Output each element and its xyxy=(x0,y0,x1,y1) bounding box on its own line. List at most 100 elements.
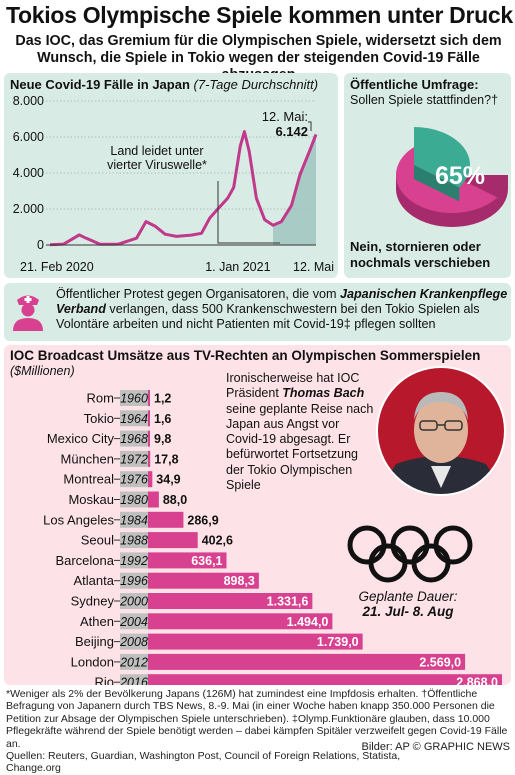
bar-value-label: 1.331,6 xyxy=(267,595,309,609)
bar-category-label: Montreal xyxy=(63,472,114,487)
covid-y-tick-label: 4.000 xyxy=(13,166,44,180)
revenue-bar xyxy=(148,450,151,467)
bar-year-label: 1988 xyxy=(120,534,148,548)
year-box xyxy=(120,633,148,650)
bach-note: Ironischerweise hat IOC Präsident Thomas… xyxy=(226,371,376,493)
revenue-bar xyxy=(148,491,159,508)
pie-slice-yes xyxy=(414,127,470,188)
bar-year-label: 2012 xyxy=(119,655,148,669)
revenue-bar xyxy=(148,674,502,685)
bar-value-label: 34,9 xyxy=(156,473,180,487)
footnote-text: *Weniger als 2% der Bevölkerung Japans (… xyxy=(6,688,508,750)
covid-x-tick-label: 12. Mai xyxy=(293,260,334,274)
bar-year-label: 1992 xyxy=(120,554,148,568)
poll-question: Sollen Spiele stattfinden?† xyxy=(350,93,499,107)
dates-label: Geplante Dauer: xyxy=(358,589,458,604)
bar-value-label: 9,8 xyxy=(154,432,171,446)
bar-year-label: 2000 xyxy=(119,595,148,609)
bar-year-label: 1968 xyxy=(120,432,148,446)
protest-text-end: verlangen, dass 500 Krankenschwestern be… xyxy=(56,302,480,331)
bar-value-label: 1.494,0 xyxy=(287,615,329,629)
revenue-bar xyxy=(148,430,150,447)
revenue-bar xyxy=(148,552,227,569)
bar-value-label: 636,1 xyxy=(191,554,222,568)
peak-value: 6.142 xyxy=(275,124,308,139)
covid-x-tick-label: 21. Feb 2020 xyxy=(20,260,94,274)
bar-value-label: 1.739,0 xyxy=(317,635,359,649)
covid-x-tick-label: 1. Jan 2021 xyxy=(205,260,270,274)
bach-note-end: seine geplante Reise nach Japan aus Angs… xyxy=(226,401,374,493)
bar-value-label: 17,8 xyxy=(154,452,178,466)
bar-category-label: Beijing xyxy=(75,634,114,649)
bar-value-label: 88,0 xyxy=(163,493,187,507)
bar-category-label: Seoul xyxy=(81,533,114,548)
year-box xyxy=(120,390,148,406)
bar-category-label: Moskau xyxy=(68,492,114,507)
revenue-bar xyxy=(148,390,150,406)
year-box xyxy=(120,552,148,569)
footnote: *Weniger als 2% der Bevölkerung Japans (… xyxy=(6,688,511,775)
bar-category-label: Tokio xyxy=(84,411,114,426)
revenue-bar xyxy=(148,532,198,549)
bar-year-label: 2016 xyxy=(119,676,148,685)
protest-text: Öffentlicher Protest gegen Organisatoren… xyxy=(56,287,508,332)
bar-year-label: 2004 xyxy=(119,615,148,629)
bar-category-label: Rom xyxy=(87,391,114,406)
nurse-icon xyxy=(13,295,43,331)
revenue-bar xyxy=(148,653,466,670)
poll-pie-chart: 65% xyxy=(396,127,508,227)
year-box xyxy=(120,653,148,670)
bar-category-label: Athen xyxy=(80,614,114,629)
peak-label: 12. Mai: xyxy=(261,109,308,124)
bar-category-label: Los Angeles xyxy=(43,512,114,527)
covid-series-line xyxy=(49,130,318,247)
year-box xyxy=(120,674,148,685)
poll-answer: Nein, stornieren oder nochmals verschieb… xyxy=(350,239,491,270)
bar-year-label: 1960 xyxy=(120,392,148,406)
bar-value-label: 402,6 xyxy=(202,534,233,548)
bar-year-label: 1976 xyxy=(120,473,148,487)
revenue-bar xyxy=(148,633,363,650)
bar-category-label: München xyxy=(61,451,114,466)
protest-text-start: Öffentlicher Protest gegen Organisatoren… xyxy=(56,287,340,301)
page-title: Tokios Olympische Spiele kommen unter Dr… xyxy=(6,2,513,28)
protest-panel: Öffentlicher Protest gegen Organisatoren… xyxy=(4,283,511,341)
year-box xyxy=(120,613,148,630)
covid-y-tick-label: 8.000 xyxy=(13,94,44,108)
wave-bracket xyxy=(217,181,280,244)
bar-category-label: Sydney xyxy=(71,594,115,609)
bar-category-label: Mexico City xyxy=(47,431,115,446)
bar-category-label: London xyxy=(71,654,114,669)
year-box xyxy=(120,511,148,528)
covid-y-tick-label: 6.000 xyxy=(13,130,44,144)
pie-percent-label: 65% xyxy=(435,162,485,190)
ioc-panel: IOC Broadcast Umsätze aus TV-Rechten an … xyxy=(4,345,511,685)
year-box xyxy=(120,471,148,488)
year-box xyxy=(120,410,148,427)
bach-name: Thomas Bach xyxy=(282,386,365,401)
revenue-bar xyxy=(148,410,150,427)
covid-chart-panel: Neue Covid-19 Fälle in Japan (7-Tage Dur… xyxy=(4,73,338,278)
peak-pointer xyxy=(308,121,312,131)
revenue-bar xyxy=(148,471,153,488)
year-box xyxy=(120,430,148,447)
bar-year-label: 1984 xyxy=(120,513,148,527)
credit: Bilder: AP © GRAPHIC NEWS xyxy=(361,741,511,753)
olympic-rings-icon xyxy=(347,525,473,583)
year-box xyxy=(120,593,148,609)
bar-year-label: 1980 xyxy=(120,493,148,507)
bar-year-label: 1996 xyxy=(120,574,148,588)
year-box xyxy=(120,572,148,589)
year-box xyxy=(120,532,148,549)
pie-slice-yes-side xyxy=(414,165,460,202)
games-dates: Geplante Dauer: 21. Jul- 8. Aug xyxy=(338,589,478,619)
bar-year-label: 1972 xyxy=(120,452,148,466)
covid-y-tick-label: 0 xyxy=(37,238,44,252)
sources: Quellen: Reuters, Guardian, Washington P… xyxy=(6,750,401,775)
covid-chart-title: Neue Covid-19 Fälle in Japan (7-Tage Dur… xyxy=(10,77,318,92)
revenue-bar xyxy=(148,593,313,609)
year-box xyxy=(120,450,148,467)
peak-annotation: 12. Mai: 6.142 xyxy=(252,109,308,139)
bar-value-label: 1,2 xyxy=(154,392,171,406)
